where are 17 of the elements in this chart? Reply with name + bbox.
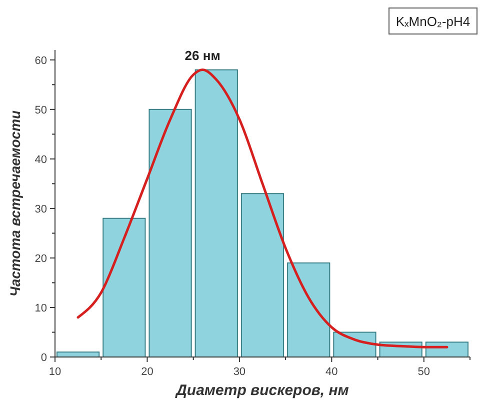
text: KₓMnO₂-pH4 bbox=[396, 14, 470, 29]
y-tick-label: 60 bbox=[34, 54, 47, 67]
line-series bbox=[76, 68, 448, 348]
x-axis-title: Диаметр вискеров, нм bbox=[174, 382, 349, 399]
y-tick-label: 0 bbox=[40, 352, 47, 364]
y-tick-label: 30 bbox=[34, 203, 47, 216]
y-tick-label: 50 bbox=[34, 104, 47, 116]
x-tick-label: 10 bbox=[48, 366, 62, 378]
x-tick-label: 40 bbox=[326, 366, 338, 378]
y-axis-title: Частота встречаемости bbox=[7, 110, 23, 297]
y-tick-label: 10 bbox=[34, 302, 47, 314]
x-tick-label: 30 bbox=[233, 366, 246, 378]
x-tick-label: 20 bbox=[141, 366, 154, 378]
x-tick-label: 50 bbox=[418, 366, 430, 378]
annotation: 26 нм bbox=[184, 48, 220, 63]
y-tick-label: 20 bbox=[34, 252, 47, 265]
y-tick-label: 40 bbox=[34, 154, 47, 166]
